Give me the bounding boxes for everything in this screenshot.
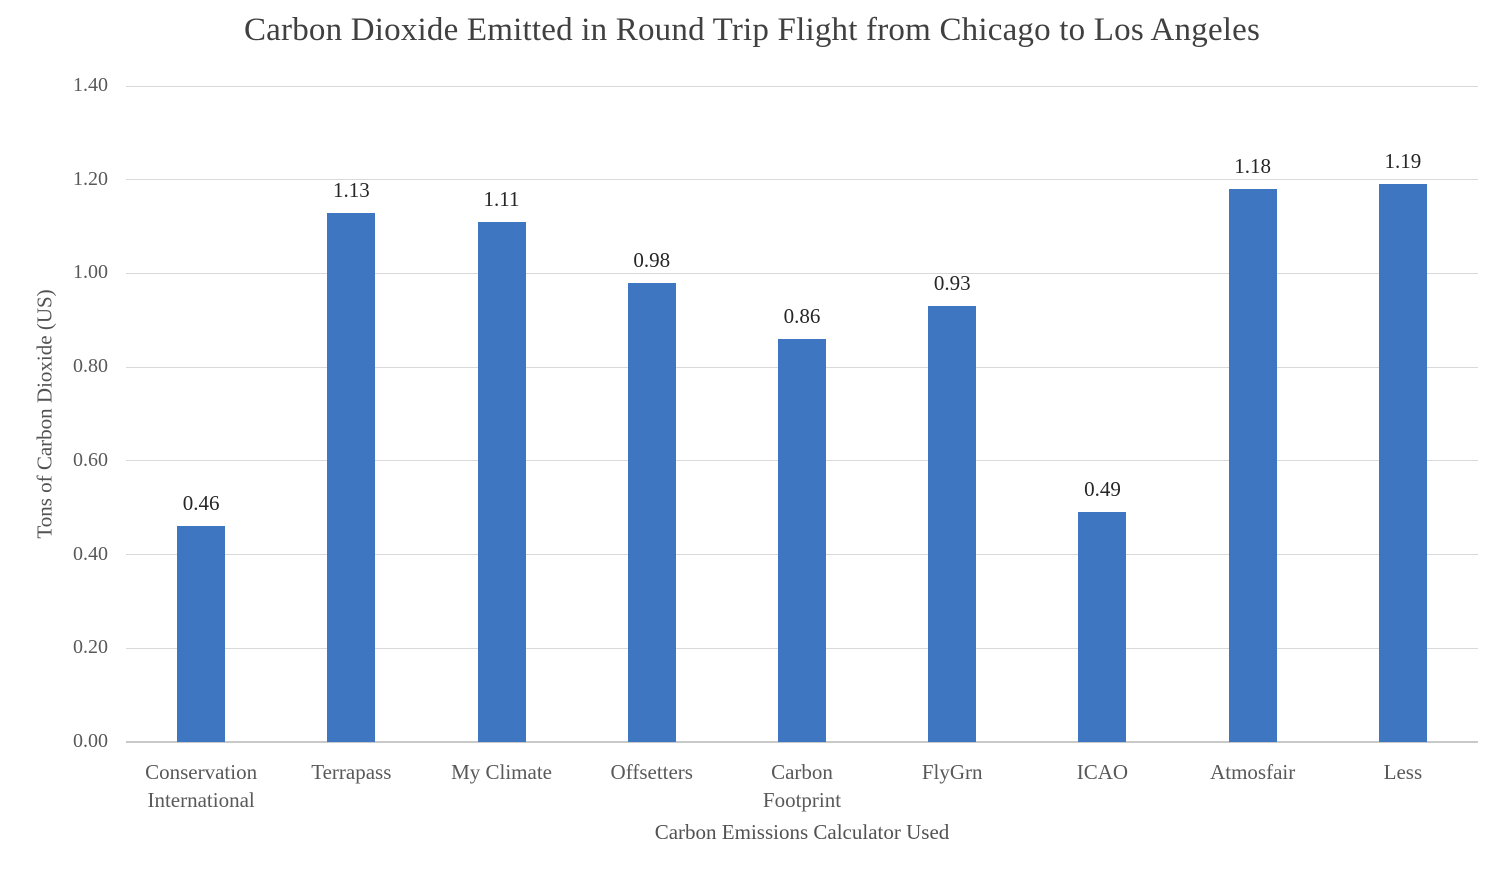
chart-title: Carbon Dioxide Emitted in Round Trip Fli… bbox=[243, 12, 1261, 48]
x-category-label: My Climate bbox=[451, 760, 552, 784]
x-category-label: Conservation International bbox=[145, 760, 258, 812]
y-tick-label: 0.20 bbox=[73, 636, 108, 659]
bar-value-label: 0.46 bbox=[182, 491, 220, 516]
x-category-label: ICAO bbox=[1076, 760, 1129, 784]
y-tick-label: 1.00 bbox=[73, 261, 108, 284]
bar bbox=[627, 282, 676, 742]
x-axis-title: Carbon Emissions Calculator Used bbox=[654, 820, 950, 844]
bar-value-label: 0.93 bbox=[933, 271, 971, 296]
bar bbox=[1378, 184, 1427, 742]
x-category-label: FlyGrn bbox=[921, 760, 983, 784]
bar bbox=[928, 306, 977, 742]
bar-column: 0.46 Conservation International bbox=[126, 86, 276, 812]
y-tick-label: 1.40 bbox=[73, 74, 108, 96]
bar-column: 1.13 Terrapass bbox=[276, 86, 426, 784]
bar bbox=[327, 212, 376, 742]
y-axis-title: Tons of Carbon Dioxide (US) bbox=[32, 289, 57, 539]
x-category-label: Atmosfair bbox=[1210, 760, 1296, 784]
bar-value-label: 0.86 bbox=[783, 304, 821, 329]
bar-column: 0.98 Offsetters bbox=[577, 86, 727, 784]
bar-value-label: 1.13 bbox=[332, 177, 370, 202]
bar-value-label: 1.18 bbox=[1234, 154, 1272, 179]
y-tick-label: 0.60 bbox=[73, 448, 108, 471]
bar-value-label: 0.98 bbox=[633, 247, 671, 272]
bar-column: 0.49 ICAO bbox=[1027, 86, 1177, 784]
bar-value-label: 0.49 bbox=[1084, 477, 1121, 502]
x-category-label: Less bbox=[1383, 760, 1423, 784]
y-tick-label: 0.00 bbox=[73, 730, 108, 752]
y-tick-label: 0.80 bbox=[73, 355, 108, 378]
bar bbox=[477, 221, 526, 742]
bar-column: 0.86 Carbon Footprint bbox=[727, 86, 877, 812]
bar-value-label: 1.19 bbox=[1384, 149, 1422, 174]
bar-value-label: 1.11 bbox=[483, 186, 520, 211]
gridline bbox=[126, 272, 1478, 274]
x-axis-line bbox=[126, 741, 1478, 743]
gridline bbox=[126, 85, 1478, 87]
bar-column: 0.93 FlyGrn bbox=[877, 86, 1027, 784]
y-tick-label: 0.40 bbox=[73, 542, 108, 565]
y-tick-label: 1.20 bbox=[73, 167, 108, 190]
gridline bbox=[126, 179, 1478, 181]
bar bbox=[777, 339, 826, 742]
bar bbox=[1078, 512, 1127, 742]
x-category-label: Terrapass bbox=[311, 760, 392, 784]
bar bbox=[177, 526, 226, 742]
plot-area: 0.00 0.20 0.40 0.60 0.80 1.00 1.20 1.40 0.46 Cons… bbox=[73, 74, 1478, 812]
bar-column: 1.11 My Climate bbox=[426, 86, 576, 784]
bar bbox=[1228, 189, 1277, 742]
bar-column: 1.19 Less bbox=[1328, 86, 1478, 784]
bar-column: 1.18 Atmosfair bbox=[1178, 86, 1328, 784]
x-category-label: Offsetters bbox=[610, 760, 693, 784]
x-category-label: Carbon Footprint bbox=[762, 760, 842, 812]
